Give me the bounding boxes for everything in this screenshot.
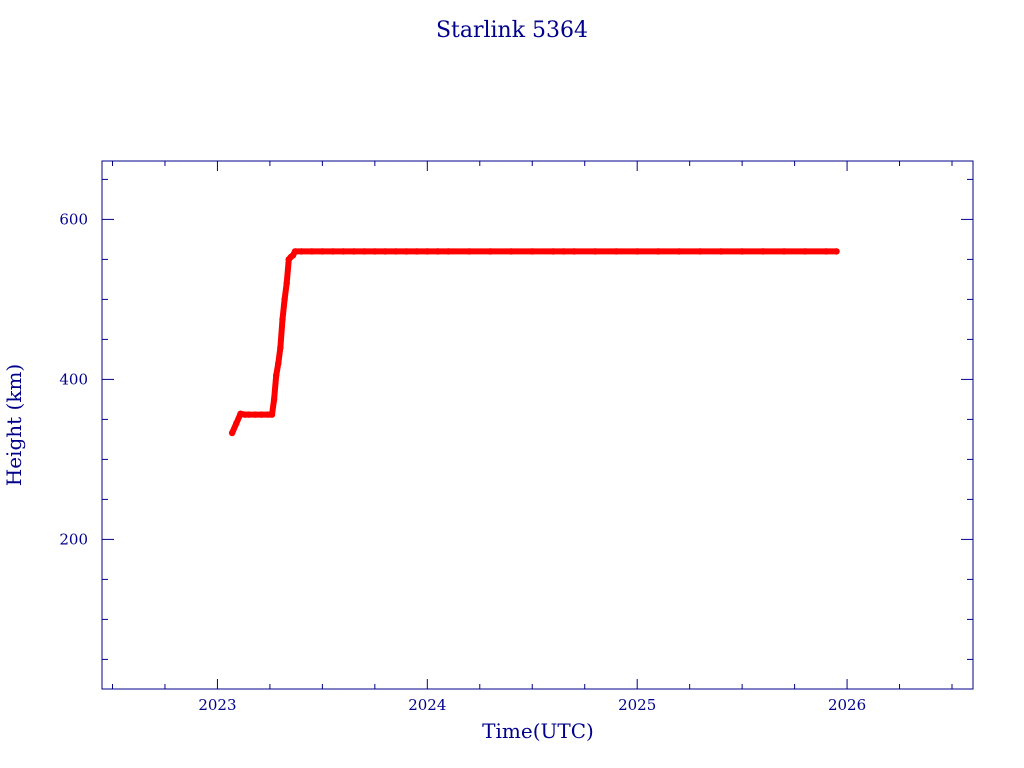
data-points [228, 248, 840, 437]
tick-labels: 2023 2024 2025 2026 200 400 600 [59, 210, 866, 714]
data-point [291, 248, 299, 255]
data-point [350, 248, 358, 255]
data-point [466, 248, 473, 255]
data-point [696, 248, 704, 255]
y-tick-label: 200 [59, 530, 88, 548]
x-tick-label: 2023 [198, 696, 236, 714]
axis-ticks [102, 161, 973, 689]
data-point [371, 248, 379, 255]
data-point [340, 248, 347, 255]
data-segment [271, 372, 280, 403]
data-point [717, 248, 725, 255]
data-point [633, 248, 641, 255]
plot-frame [101, 160, 974, 690]
data-segment [277, 316, 286, 351]
data-point [268, 411, 276, 418]
data-point [245, 411, 253, 418]
data-point [424, 248, 431, 255]
x-tick-label: 2025 [618, 696, 656, 714]
data-point [228, 429, 236, 437]
data-point [273, 372, 280, 379]
data-point [361, 248, 368, 255]
data-point [487, 248, 494, 255]
data-point [780, 248, 788, 255]
data-point [571, 248, 578, 255]
data-point [308, 248, 316, 255]
data-point [252, 411, 259, 418]
data-point [258, 411, 265, 418]
data-point [283, 280, 290, 287]
data-point [550, 248, 557, 255]
data-point [434, 248, 442, 255]
data-point [233, 420, 240, 427]
data-point [529, 248, 536, 255]
data-point [275, 360, 282, 367]
data-point [833, 248, 840, 255]
data-point [413, 248, 421, 255]
y-tick-label: 400 [59, 370, 88, 388]
data-point [675, 248, 683, 255]
data-point [508, 248, 515, 255]
data-point [738, 248, 746, 255]
x-tick-label: 2024 [408, 696, 446, 714]
data-point [270, 396, 278, 403]
data-point [801, 248, 809, 255]
data-point [592, 248, 599, 255]
data-point [759, 248, 767, 255]
data-point [403, 248, 410, 255]
data-point [281, 296, 288, 303]
data-point [822, 248, 830, 255]
data-segment [283, 256, 292, 287]
data-point [279, 316, 286, 323]
y-tick-label: 600 [59, 210, 88, 228]
y-axis-label: Height (km) [2, 364, 26, 486]
data-segment [279, 296, 288, 323]
data-point [560, 248, 567, 255]
data-point [298, 248, 305, 255]
chart-title: Starlink 5364 [436, 18, 588, 43]
data-point [445, 248, 452, 255]
x-tick-label: 2026 [828, 696, 866, 714]
data-point [654, 248, 662, 255]
data-point [613, 248, 620, 255]
data-point [319, 248, 326, 255]
data-point [382, 248, 389, 255]
x-axis-label: Time(UTC) [482, 719, 594, 743]
data-point [392, 248, 400, 255]
data-point [329, 248, 337, 255]
data-point [277, 344, 284, 351]
